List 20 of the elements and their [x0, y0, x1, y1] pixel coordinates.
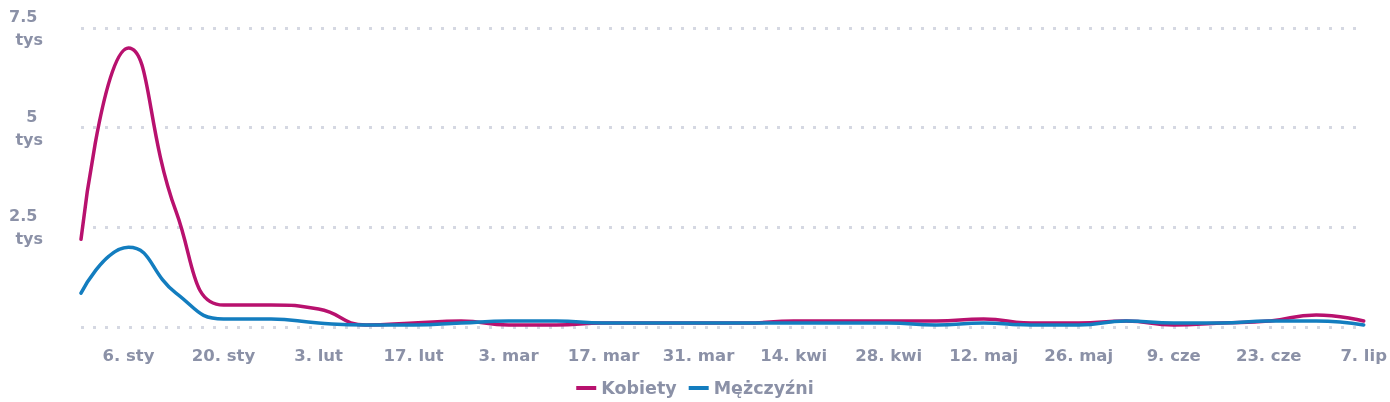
legend-label: Mężczyźni — [713, 378, 814, 398]
x-tick-label: 3. lut — [294, 346, 344, 365]
x-tick-label: 23. cze — [1235, 346, 1302, 365]
y-tick-label: 5 tys — [15, 106, 43, 149]
x-tick-label: 26. maj — [1044, 346, 1114, 365]
x-tick-label: 3. mar — [478, 346, 540, 365]
line-series — [79, 245, 1366, 327]
x-tick-label: 17. lut — [383, 346, 444, 365]
x-tick-label: 7. lip — [1340, 346, 1388, 365]
x-tick-label: 9. cze — [1146, 346, 1201, 365]
x-tick-label: 31. mar — [662, 346, 736, 365]
x-tick-label: 28. kwi — [855, 346, 923, 365]
x-tick-label: 6. sty — [102, 346, 155, 365]
x-tick-label: 12. maj — [949, 346, 1019, 365]
legend-label: Kobiety — [601, 378, 678, 398]
x-tick-label: 17. mar — [567, 346, 641, 365]
y-tick-label: 2.5 tys — [9, 206, 43, 249]
y-tick-label: 7.5 tys — [9, 7, 43, 49]
x-tick-label: 20. sty — [191, 346, 256, 365]
x-tick-label: 14. kwi — [760, 346, 828, 365]
